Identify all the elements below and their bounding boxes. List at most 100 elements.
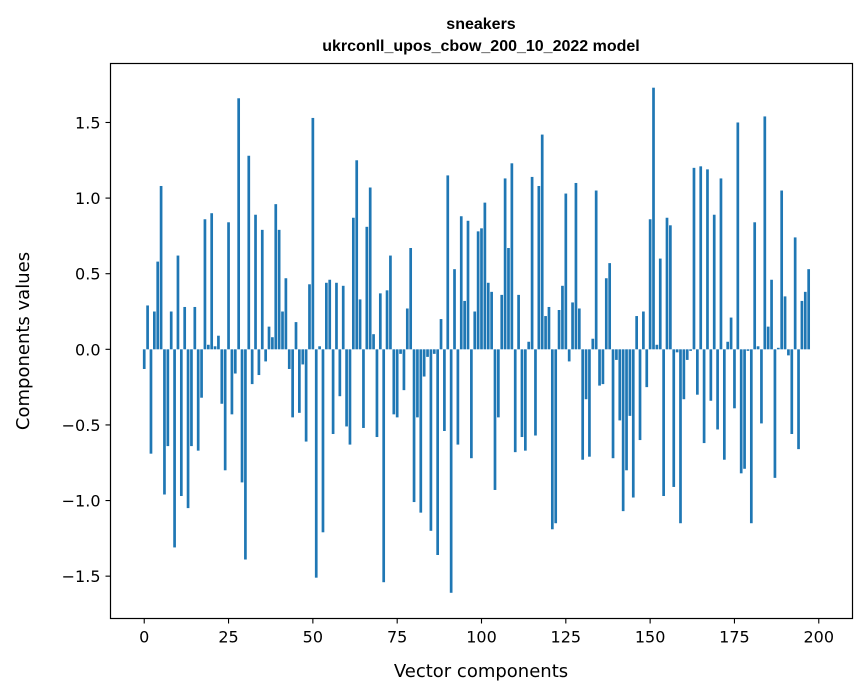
bar — [696, 349, 699, 395]
bar — [321, 349, 325, 533]
bar — [712, 214, 716, 350]
bar — [648, 219, 652, 350]
x-tick-label: 125 — [551, 628, 582, 647]
bar — [547, 306, 551, 350]
bar — [756, 346, 760, 350]
bar — [257, 349, 261, 376]
bar — [230, 349, 234, 415]
bar — [446, 175, 450, 350]
bar — [142, 349, 146, 369]
bar — [281, 311, 284, 350]
bar — [166, 349, 170, 447]
bar — [183, 306, 187, 350]
bar — [358, 299, 362, 350]
bar — [365, 226, 369, 350]
bar — [557, 310, 561, 350]
bar — [176, 255, 180, 350]
bar — [153, 311, 156, 350]
bar — [210, 213, 214, 350]
x-axis-label: Vector components — [394, 661, 568, 682]
bar — [284, 278, 288, 350]
bar — [338, 349, 342, 397]
bar — [604, 278, 608, 350]
bar — [395, 349, 399, 418]
bar — [530, 176, 534, 350]
bar — [520, 349, 524, 438]
bar — [665, 217, 669, 350]
bar — [483, 202, 487, 350]
bar — [244, 349, 247, 560]
bar — [493, 349, 497, 490]
bar — [217, 335, 220, 350]
bar — [621, 349, 625, 512]
bar — [729, 317, 733, 350]
bar — [611, 349, 615, 459]
bar — [250, 349, 254, 385]
bar — [486, 282, 490, 350]
bar — [662, 349, 665, 497]
bar — [392, 349, 396, 415]
bar — [669, 225, 672, 350]
bar — [625, 349, 628, 471]
bar — [567, 349, 571, 362]
bar — [618, 349, 622, 421]
bar — [274, 204, 278, 350]
bar — [419, 349, 423, 513]
bar — [196, 349, 200, 451]
bar — [628, 349, 632, 416]
bar — [790, 349, 794, 435]
bar — [237, 98, 241, 350]
bar — [308, 284, 311, 350]
bar — [527, 341, 531, 350]
bar — [264, 349, 267, 362]
bar — [716, 349, 719, 430]
bar — [426, 349, 429, 357]
x-axis-ticks: 0 25 50 75 100 125 150 175 200 — [139, 618, 834, 647]
bar — [635, 316, 638, 350]
bar — [456, 349, 460, 445]
bar-series — [142, 87, 811, 593]
bar — [213, 346, 217, 350]
bar — [432, 349, 436, 354]
bar — [287, 349, 291, 369]
bar — [254, 214, 257, 350]
bar — [385, 290, 389, 350]
bar — [341, 285, 345, 350]
bar — [368, 187, 372, 350]
bar — [200, 349, 203, 398]
bar — [510, 163, 514, 350]
bar — [351, 217, 355, 350]
bar — [476, 231, 480, 350]
bar — [598, 349, 601, 386]
x-tick-label: 0 — [139, 628, 149, 647]
y-axis-ticks: −1.5 −1.0 −0.5 0.0 0.5 1.0 1.5 — [62, 113, 111, 586]
bar — [554, 349, 558, 524]
bar — [422, 349, 426, 377]
bar — [405, 308, 409, 350]
y-tick-label: −0.5 — [62, 416, 101, 435]
bar — [584, 349, 588, 400]
bar — [797, 349, 800, 450]
x-tick-label: 50 — [303, 628, 323, 647]
bar — [453, 269, 456, 350]
bar — [260, 229, 264, 350]
bar — [793, 237, 797, 350]
bar — [537, 185, 541, 350]
bar — [706, 169, 709, 350]
y-tick-label: 1.0 — [75, 189, 100, 208]
bar — [247, 155, 251, 350]
bar — [655, 344, 659, 350]
bar — [746, 349, 750, 351]
bar — [709, 349, 713, 401]
bar — [743, 349, 746, 469]
bar — [645, 349, 649, 388]
bar — [203, 219, 207, 350]
bar — [591, 338, 595, 350]
bar — [561, 285, 564, 350]
bar — [685, 349, 689, 360]
bar — [163, 349, 166, 495]
bar — [277, 229, 281, 350]
bar — [753, 222, 757, 350]
bar — [459, 216, 463, 350]
